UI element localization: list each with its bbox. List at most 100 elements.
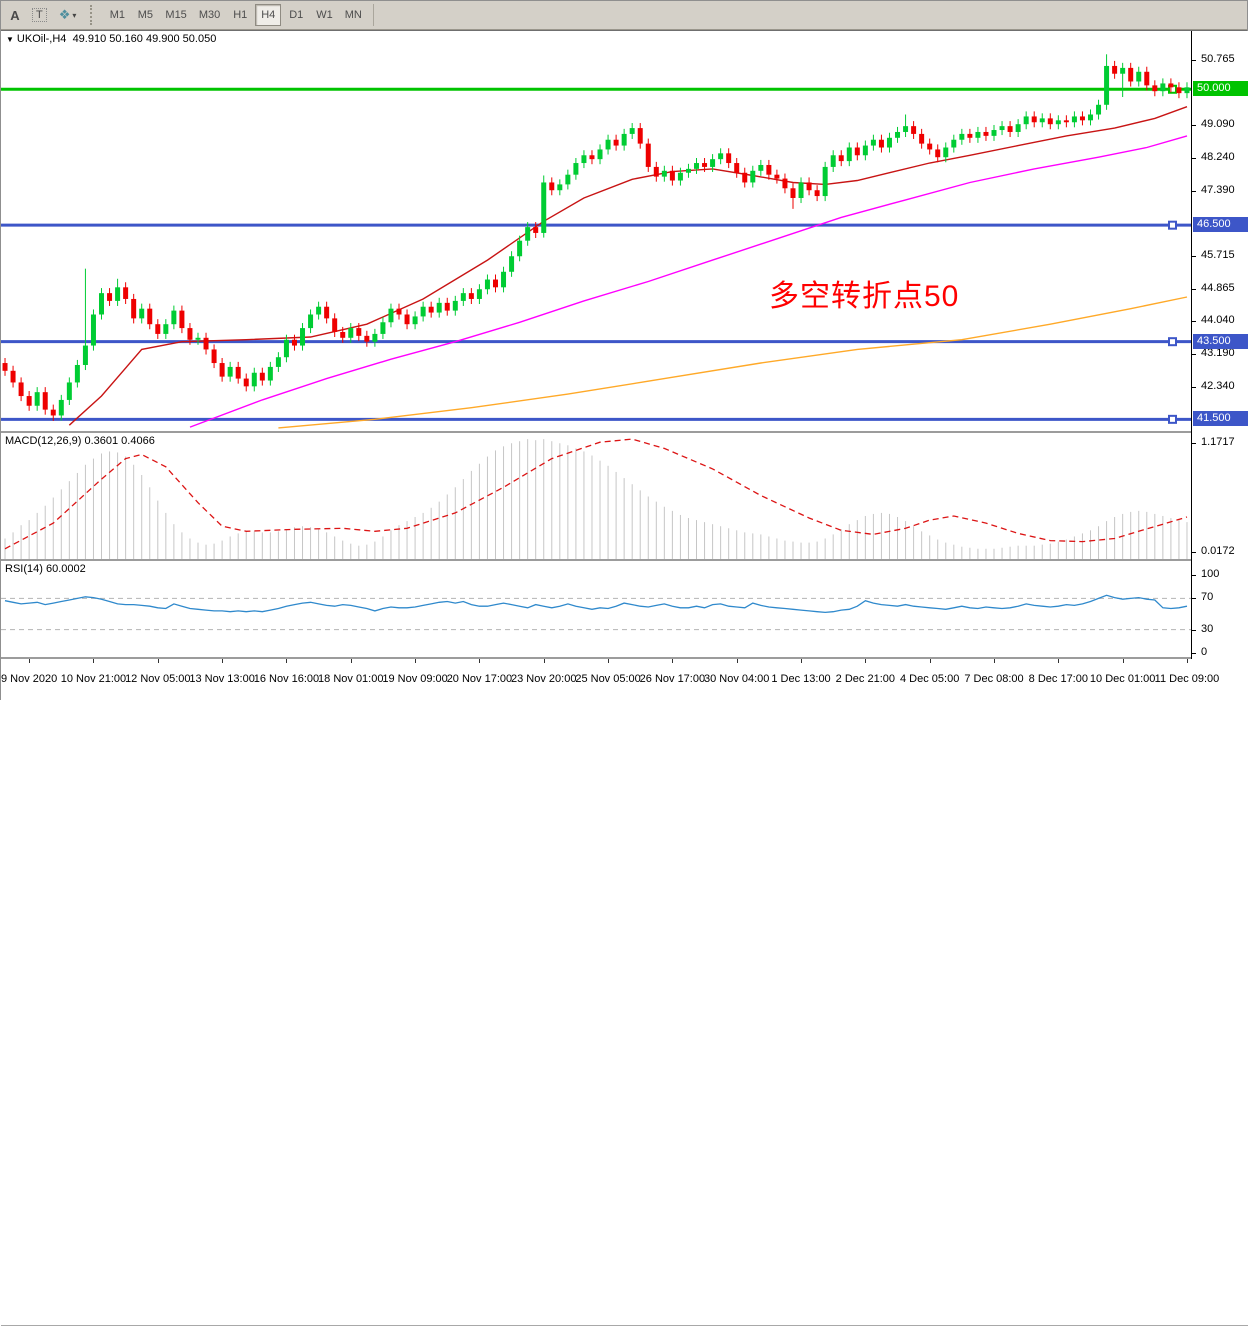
axis-tick xyxy=(1192,653,1196,654)
rsi-tick-label: 100 xyxy=(1201,568,1220,580)
price-tick-label: 42.340 xyxy=(1201,379,1235,392)
ma-mid-magenta xyxy=(189,135,1188,428)
horizontal-line-50.000[interactable] xyxy=(1,84,1191,94)
price-tick-label: 47.390 xyxy=(1201,183,1235,196)
chart-area: ▼ UKOil-,H4 49.910 50.160 49.900 50.050 多… xyxy=(1,30,1248,1326)
pane-divider[interactable] xyxy=(1,431,1248,433)
axis-tick xyxy=(1192,598,1196,600)
line-handle[interactable] xyxy=(1168,414,1177,424)
timeframe-button-m30[interactable]: M30 xyxy=(198,9,221,21)
time-tick xyxy=(286,659,288,663)
arrows-icon: ❖ xyxy=(58,7,71,22)
price-tick-label: 48.240 xyxy=(1201,150,1235,163)
time-label: 23 Nov 20:00 xyxy=(511,673,577,685)
time-label: 18 Nov 01:00 xyxy=(318,673,384,685)
price-level-badge-43.500: 43.500 xyxy=(1193,333,1248,349)
candles xyxy=(2,54,1190,421)
chart-title[interactable]: ▼ UKOil-,H4 49.910 50.160 49.900 50.050 xyxy=(6,33,216,45)
time-tick xyxy=(157,659,159,663)
axis-tick xyxy=(1192,190,1196,192)
time-tick xyxy=(29,659,31,663)
price-level-badge-46.500: 46.500 xyxy=(1193,217,1248,233)
time-label: 13 Nov 13:00 xyxy=(189,673,255,685)
price-level-badge-50.000: 50.000 xyxy=(1193,81,1248,97)
time-tick xyxy=(350,659,352,663)
price-axis[interactable]: 50.765 49.090 48.240 47.390 45.715 44.865 44.0… xyxy=(1191,31,1248,659)
timeframe-button-m1[interactable]: M1 xyxy=(109,9,126,21)
time-tick xyxy=(929,659,931,663)
rsi-label: RSI(14) 60.0002 xyxy=(5,563,86,575)
time-axis[interactable]: 9 Nov 2020 10 Nov 21:00 12 Nov 05:00 13 Nov… xyxy=(1,659,1248,1326)
timeframe-button-mn[interactable]: MN xyxy=(344,9,362,21)
time-label: 8 Dec 17:00 xyxy=(1028,673,1088,685)
time-label: 7 Dec 08:00 xyxy=(964,673,1024,685)
time-tick xyxy=(415,659,417,663)
macd-signal-line xyxy=(4,438,1188,550)
price-tick-label: 44.865 xyxy=(1201,281,1235,294)
axis-tick xyxy=(1192,443,1196,444)
time-label: 1 Dec 13:00 xyxy=(771,673,831,685)
time-tick xyxy=(801,659,803,663)
time-label: 16 Nov 16:00 xyxy=(253,673,320,685)
horizontal-line-46.500[interactable] xyxy=(1,220,1191,230)
axis-tick xyxy=(1192,629,1196,631)
timeframe-button-h1[interactable]: H1 xyxy=(233,9,248,21)
time-label: 19 Nov 09:00 xyxy=(382,673,448,685)
time-tick xyxy=(543,659,545,663)
macd-indicator-pane[interactable]: MACD(12,26,9) 0.3601 0.4066 xyxy=(1,433,1191,559)
timeframe-toolbar: M1 M5 M15 M30 H1 H4 D1 W1 MN xyxy=(103,4,367,26)
line-handle[interactable] xyxy=(1168,337,1177,347)
price-tick-label: 49.090 xyxy=(1201,117,1235,130)
time-label: 10 Dec 01:00 xyxy=(1089,673,1156,685)
price-tick-label: 44.040 xyxy=(1201,313,1235,326)
price-level-badge-41.500: 41.500 xyxy=(1193,411,1248,427)
time-label: 25 Nov 05:00 xyxy=(575,673,641,685)
axis-tick xyxy=(1192,157,1196,159)
toolbar: A T ❖ ▾ M1 M5 M15 M30 H1 H4 D1 W1 MN xyxy=(1,1,1247,30)
timeframe-button-m5[interactable]: M5 xyxy=(137,9,154,21)
axis-tick xyxy=(1192,353,1196,355)
time-label: 11 Dec 09:00 xyxy=(1154,673,1220,685)
price-chart-pane[interactable]: ▼ UKOil-,H4 49.910 50.160 49.900 50.050 多… xyxy=(1,31,1191,431)
time-tick xyxy=(1122,659,1124,663)
time-label: 10 Nov 21:00 xyxy=(60,673,127,685)
rsi-plot xyxy=(1,594,1191,631)
rsi-indicator-pane[interactable]: RSI(14) 60.0002 xyxy=(1,561,1191,657)
label-tool-button[interactable]: A xyxy=(10,7,20,23)
timeframe-button-d1[interactable]: D1 xyxy=(289,9,304,21)
arrows-tool-button[interactable]: ❖ ▾ xyxy=(53,4,83,26)
time-label: 2 Dec 21:00 xyxy=(835,673,895,685)
rsi-tick-label: 30 xyxy=(1201,622,1214,635)
macd-min-label: 0.0172 xyxy=(1201,545,1235,557)
time-tick xyxy=(994,659,995,663)
rsi-tick-label: 0 xyxy=(1201,646,1208,658)
axis-tick xyxy=(1192,124,1196,126)
time-tick xyxy=(479,659,481,663)
time-tick xyxy=(608,659,610,663)
timeframe-button-h4[interactable]: H4 xyxy=(255,4,282,26)
time-tick xyxy=(1058,659,1060,663)
time-tick xyxy=(736,659,738,663)
dropdown-caret-icon: ▾ xyxy=(72,10,77,20)
horizontal-line-41.500[interactable] xyxy=(1,414,1191,424)
text-tool-icon: T xyxy=(32,8,47,22)
timeframe-button-w1[interactable]: W1 xyxy=(316,9,333,21)
toolbar-grip[interactable] xyxy=(90,5,97,25)
price-tick-label: 50.765 xyxy=(1201,52,1235,65)
axis-tick xyxy=(1192,386,1196,388)
time-tick xyxy=(672,659,674,663)
timeframe-button-m15[interactable]: M15 xyxy=(165,9,187,21)
line-handle[interactable] xyxy=(1168,220,1177,230)
text-tool-button[interactable]: T xyxy=(26,4,53,26)
axis-tick xyxy=(1192,255,1196,257)
chart-annotation-text[interactable]: 多空转折点50 xyxy=(769,280,960,313)
time-label: 4 Dec 05:00 xyxy=(900,673,960,685)
pane-divider[interactable] xyxy=(1,559,1248,561)
chart-symbol-label: UKOil-,H4 xyxy=(16,33,67,45)
ma-fast-red xyxy=(68,106,1188,426)
price-tick-label: 43.190 xyxy=(1201,346,1235,359)
axis-tick xyxy=(1192,59,1196,61)
pane-divider[interactable] xyxy=(1,657,1248,659)
chart-title-collapse-icon[interactable]: ▼ xyxy=(6,35,14,44)
